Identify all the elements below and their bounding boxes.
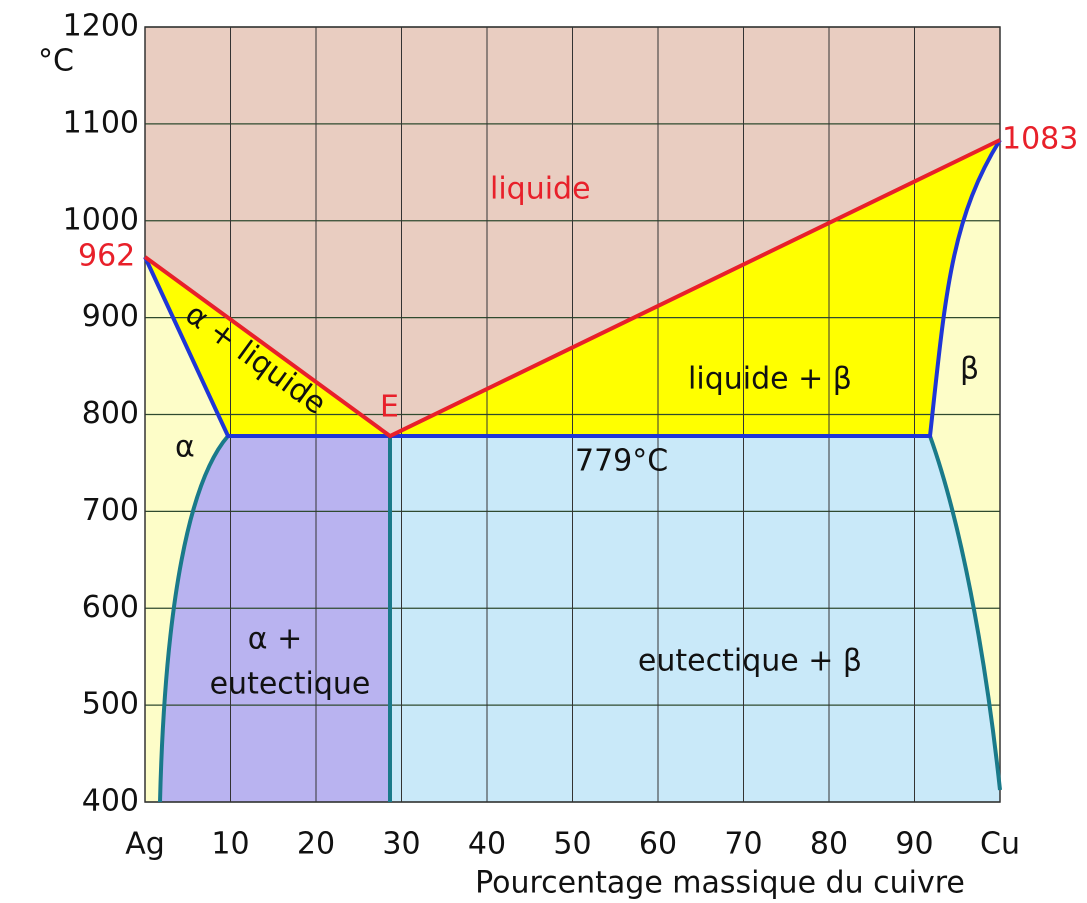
- eutectic-point: E: [380, 390, 399, 425]
- y-tick-label: 800: [82, 396, 139, 431]
- y-tick-label: 1100: [63, 105, 139, 140]
- x-tick-label: 80: [810, 827, 848, 862]
- x-tick-label: 60: [639, 827, 677, 862]
- alpha-eutectic-region: [160, 436, 390, 802]
- x-tick-label: 30: [382, 827, 420, 862]
- alpha-eutectic-label: eutectique: [210, 667, 371, 702]
- y-unit: °C: [38, 44, 74, 79]
- x-tick-label: 20: [297, 827, 335, 862]
- alpha-eutectic-label: α +: [248, 622, 302, 657]
- eutectic-temperature: 779°C: [575, 444, 668, 479]
- beta-solvus: [928, 435, 1002, 791]
- x-axis-label: Pourcentage massique du cuivre: [475, 866, 965, 901]
- beta-liquid-label: liquide + β: [688, 362, 852, 397]
- x-tick-label: Ag: [125, 827, 165, 862]
- x-tick-label: 90: [895, 827, 933, 862]
- eutectic-beta-region: [390, 436, 1000, 802]
- x-tick-label: 10: [211, 827, 249, 862]
- beta-label: β: [960, 352, 979, 387]
- y-tick-label: 1200: [63, 9, 139, 44]
- alpha-solvus: [158, 434, 230, 803]
- x-tick-label: 70: [724, 827, 762, 862]
- alpha-label: α: [175, 430, 195, 465]
- x-tick-label: 50: [553, 827, 591, 862]
- y-tick-label: 400: [82, 784, 139, 819]
- y-tick-label: 700: [82, 493, 139, 528]
- x-tick-label: Cu: [980, 827, 1020, 862]
- solidus: [143, 138, 1002, 438]
- plot-frame: [144, 26, 1001, 803]
- cu-melting: 1083: [1002, 122, 1078, 157]
- ag-melting: 962: [78, 239, 135, 274]
- y-tick-label: 500: [82, 687, 139, 722]
- y-tick-label: 600: [82, 590, 139, 625]
- y-tick-label: 1000: [63, 202, 139, 237]
- x-tick-label: 40: [468, 827, 506, 862]
- y-tick-label: 900: [82, 299, 139, 334]
- liquid-label: liquide: [490, 172, 591, 207]
- eutectic-beta-label: eutectique + β: [638, 644, 862, 679]
- liquidus: [143, 138, 1001, 439]
